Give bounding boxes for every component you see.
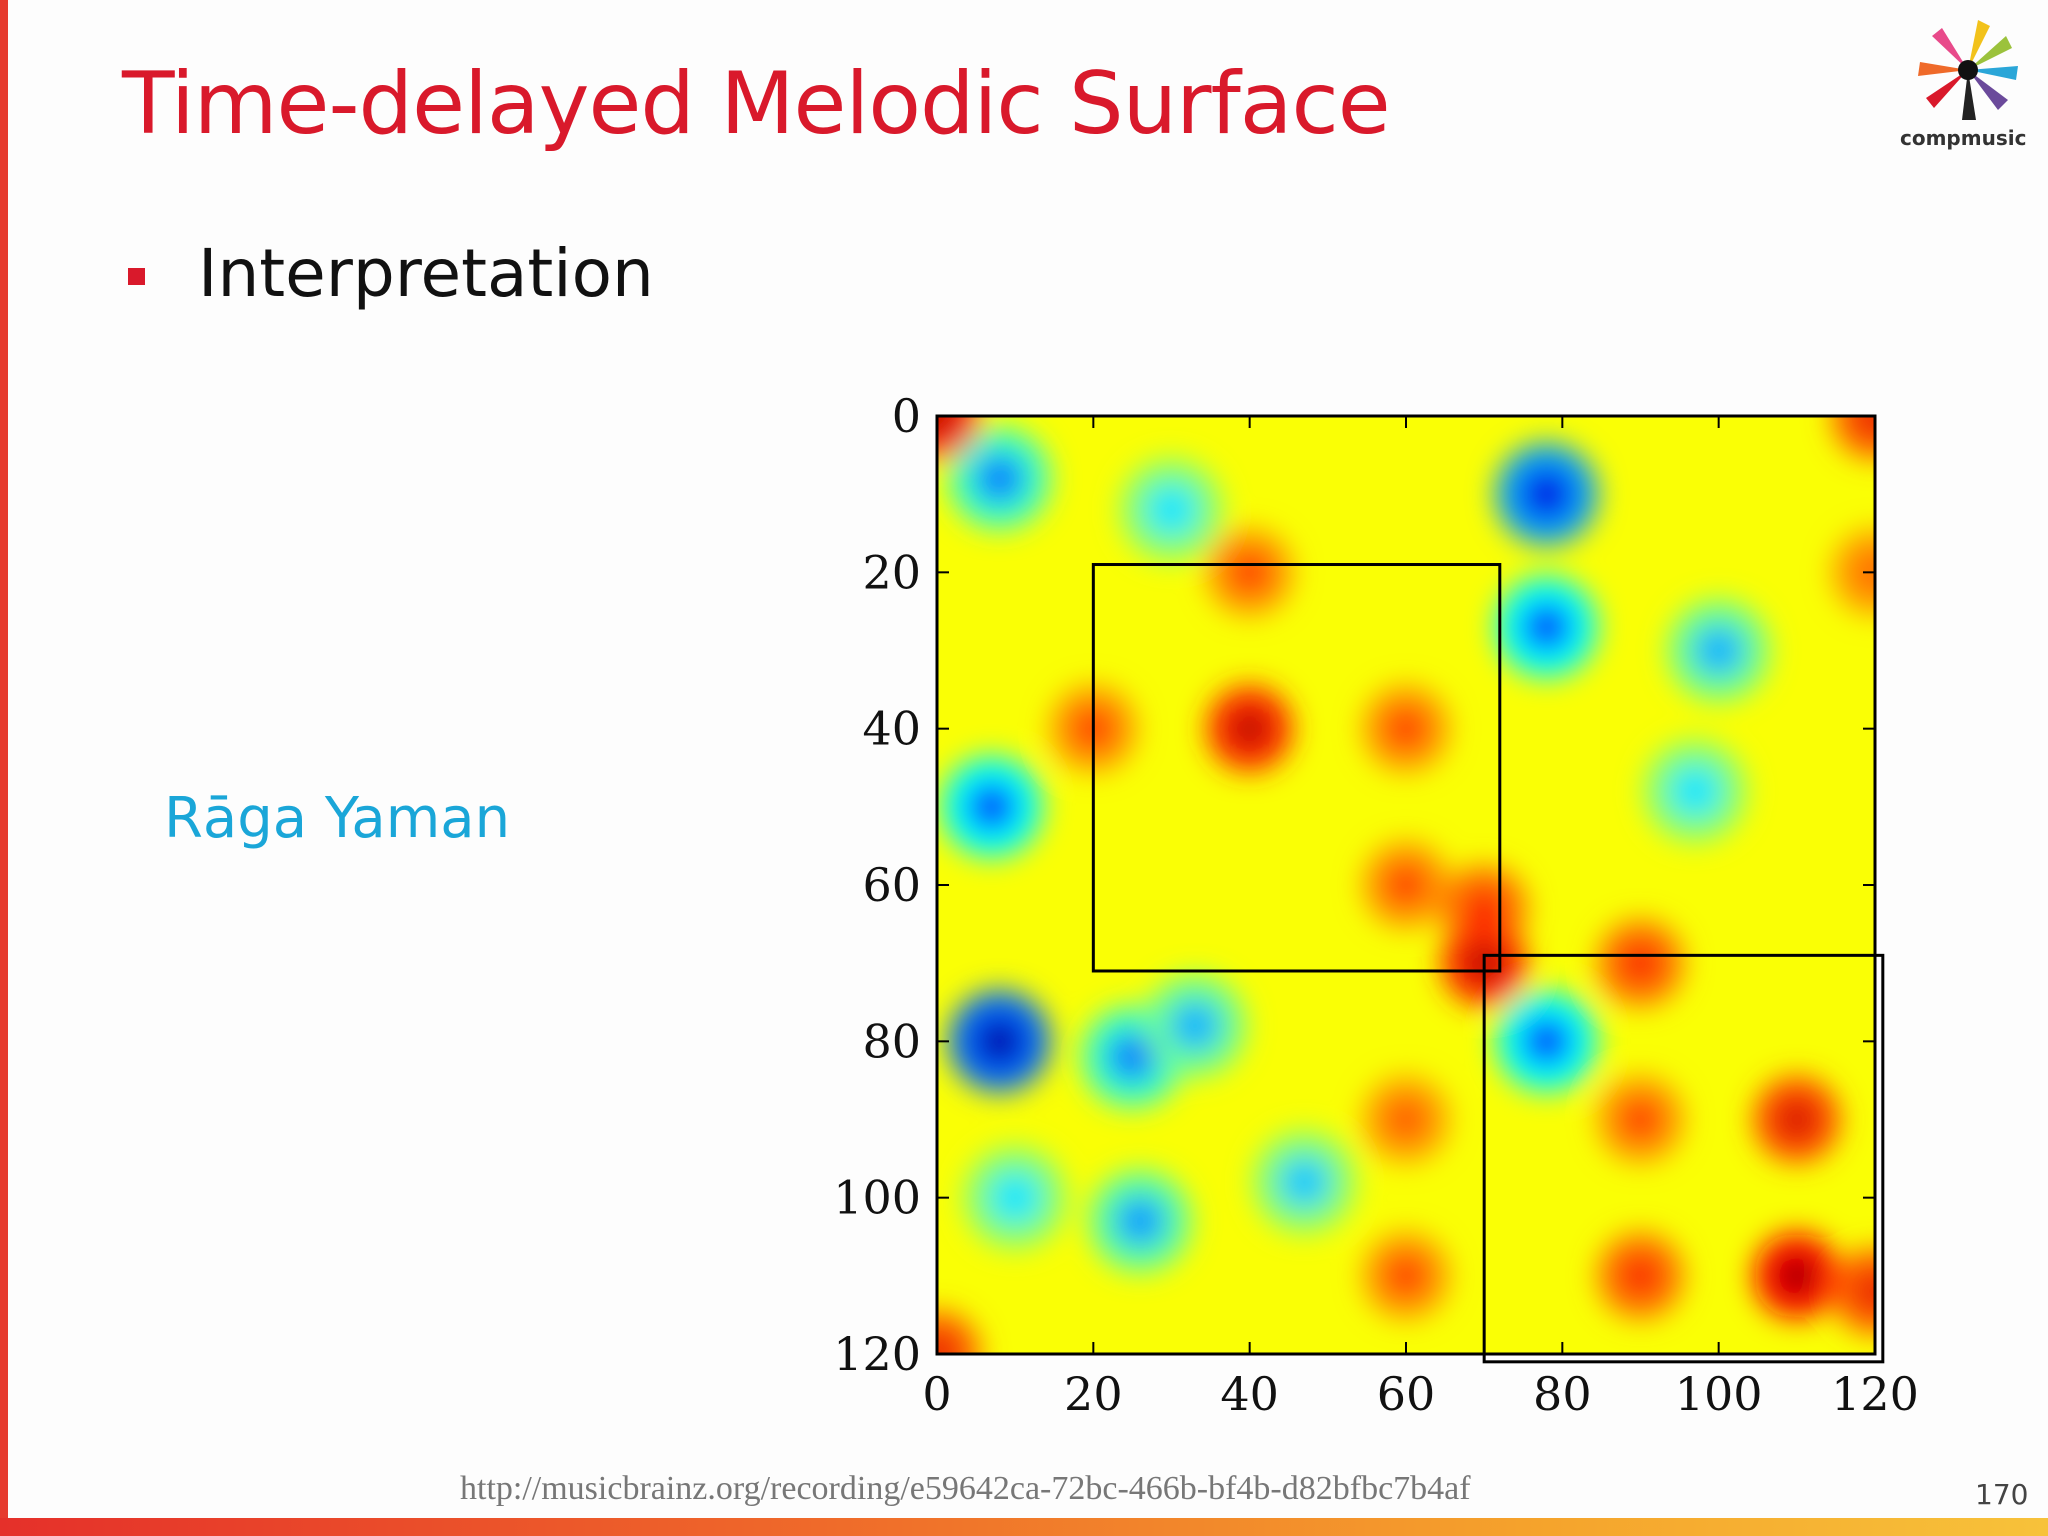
heatmap-hot-spot-core <box>1230 709 1269 748</box>
x-tick-label: 20 <box>1064 1367 1123 1421</box>
heatmap-hot-spot-core <box>1465 889 1503 928</box>
x-tick-label: 100 <box>1675 1367 1763 1421</box>
heatmap-hot-spot-core <box>1387 1257 1425 1295</box>
highlight-box <box>1482 953 1885 1364</box>
heatmap-cold-spot-core <box>1521 602 1572 653</box>
logo-text: compmusic <box>1900 126 2027 150</box>
slide-bottom-band <box>0 1518 2048 1536</box>
page-number: 170 <box>1975 1478 2029 1511</box>
y-tick-label: 120 <box>833 1327 921 1381</box>
heatmap-cold-spot-core <box>1146 484 1197 535</box>
bullet-marker <box>128 268 145 285</box>
y-tick-label: 100 <box>833 1171 921 1225</box>
heatmap-cold-spot-core <box>1670 766 1721 817</box>
heatmap-hot-spot-core <box>1387 709 1425 748</box>
heatmap-hot-spot-core <box>1621 1100 1660 1139</box>
heatmap-hot-spot-core <box>1621 944 1660 982</box>
bullet-text: Interpretation <box>198 235 654 312</box>
x-tick-label: 40 <box>1220 1367 1279 1421</box>
x-tick-label: 80 <box>1533 1367 1592 1421</box>
y-tick-label: 0 <box>892 389 921 443</box>
heatmap-cold-spot-core <box>990 1172 1041 1223</box>
compmusic-logo-icon <box>1918 20 2018 120</box>
x-tick-label: 0 <box>922 1367 951 1421</box>
slide-accent-stripe <box>0 0 8 1536</box>
heatmap-cold-spot-core <box>974 1016 1025 1067</box>
heatmap-cold-spot-core <box>1115 1196 1166 1247</box>
heatmap-cold-spot-core <box>1107 1031 1158 1082</box>
x-tick-label: 120 <box>1831 1367 1919 1421</box>
heatmap-cold-spot-core <box>1693 625 1744 676</box>
heatmap-cold-spot-core <box>1279 1157 1330 1208</box>
heatmap-hot-spot-core <box>1856 416 1875 435</box>
heatmap-hot-spot-core <box>1856 1272 1875 1311</box>
heatmap-hot-spot-core <box>1778 1257 1816 1295</box>
heatmap-hot-spot-core <box>1387 866 1425 904</box>
y-tick-label: 60 <box>862 858 921 912</box>
slide-title: Time-delayed Melodic Surface <box>122 54 1391 154</box>
heatmap-cold-spot-core <box>966 781 1017 832</box>
y-tick-label: 80 <box>862 1014 921 1068</box>
y-tick-label: 20 <box>862 545 921 599</box>
heatmap-hot-spot-core <box>937 416 956 435</box>
heatmap-hot-spot <box>1832 529 1875 616</box>
heatmap-hot-spot-core <box>1387 1100 1425 1139</box>
heatmap-cold-spot-core <box>1169 1000 1220 1051</box>
raga-label: Rāga Yaman <box>164 786 511 851</box>
heatmap-cold-spot-core <box>1521 1016 1572 1067</box>
source-url[interactable]: http://musicbrainz.org/recording/e59642c… <box>460 1470 1471 1507</box>
y-tick-label: 40 <box>862 702 921 756</box>
x-tick-label: 60 <box>1377 1367 1436 1421</box>
heatmap-hot-spot-core <box>937 1335 956 1354</box>
highlight-box <box>1091 563 1502 973</box>
heatmap-hot-spot-core <box>1778 1100 1816 1139</box>
heatmap-cold-spot-core <box>974 453 1025 504</box>
heatmap-hot-spot <box>1832 1248 1875 1335</box>
heatmap-cold-spot-core <box>1521 469 1572 520</box>
heatmap-hot-spot-core <box>1230 553 1269 592</box>
heatmap-hot-spot-core <box>1621 1257 1660 1295</box>
